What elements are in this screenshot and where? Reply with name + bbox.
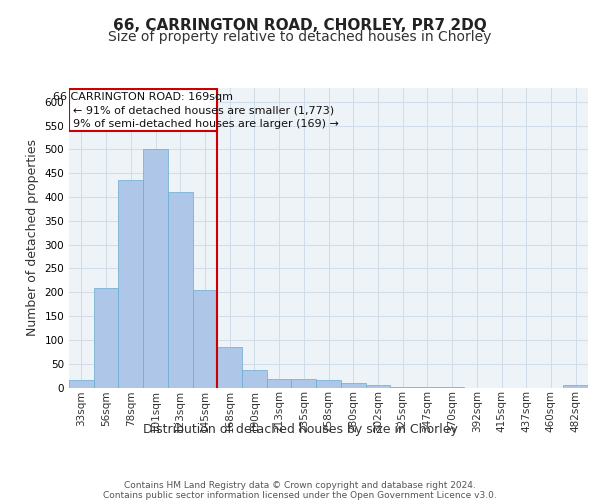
- Bar: [365, 385, 390, 388]
- Bar: [242, 370, 267, 388]
- Bar: [217, 347, 242, 388]
- Text: 66, CARRINGTON ROAD, CHORLEY, PR7 2DQ: 66, CARRINGTON ROAD, CHORLEY, PR7 2DQ: [113, 18, 487, 32]
- Bar: [341, 382, 365, 388]
- Text: Contains HM Land Registry data © Crown copyright and database right 2024.: Contains HM Land Registry data © Crown c…: [124, 481, 476, 490]
- Text: ← 91% of detached houses are smaller (1,773): ← 91% of detached houses are smaller (1,…: [73, 106, 334, 116]
- Bar: [563, 385, 588, 388]
- Bar: [143, 150, 168, 388]
- Bar: [390, 386, 415, 388]
- Y-axis label: Number of detached properties: Number of detached properties: [26, 139, 39, 336]
- Text: 9% of semi-detached houses are larger (169) →: 9% of semi-detached houses are larger (1…: [73, 119, 338, 129]
- Bar: [168, 192, 193, 388]
- Bar: [69, 380, 94, 388]
- Bar: [118, 180, 143, 388]
- Bar: [69, 90, 217, 132]
- Text: Size of property relative to detached houses in Chorley: Size of property relative to detached ho…: [109, 30, 491, 44]
- Text: Contains public sector information licensed under the Open Government Licence v3: Contains public sector information licen…: [103, 491, 497, 500]
- Bar: [267, 379, 292, 388]
- Text: Distribution of detached houses by size in Chorley: Distribution of detached houses by size …: [143, 422, 457, 436]
- Bar: [94, 288, 118, 388]
- Text: 66 CARRINGTON ROAD: 169sqm: 66 CARRINGTON ROAD: 169sqm: [53, 92, 233, 102]
- Bar: [316, 380, 341, 388]
- Bar: [193, 290, 217, 388]
- Bar: [292, 380, 316, 388]
